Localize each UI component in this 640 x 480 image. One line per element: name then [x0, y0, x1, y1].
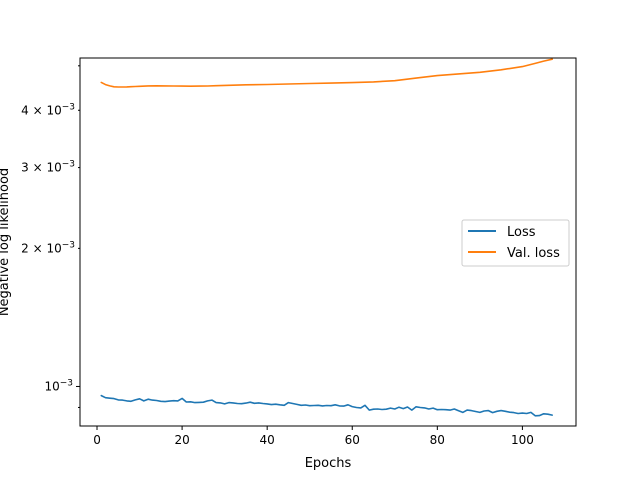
series-line-loss: [100, 394, 554, 417]
y-tick-label: 3 × 10−3: [21, 160, 75, 175]
axes-frame: [79, 57, 577, 427]
y-axis-ticks: 10−3 2 × 10−3 3 × 10−3 4 × 10−3: [21, 65, 80, 408]
x-tick-label: 60: [345, 433, 360, 447]
legend: Loss Val. loss: [461, 219, 570, 267]
x-axis-ticks: 0 20 40 60 80 100: [93, 426, 534, 447]
y-axis-label: Negative log likelihood: [0, 168, 12, 316]
x-axis-label: Epochs: [305, 456, 352, 471]
x-tick-label: 20: [174, 433, 189, 447]
x-tick-label: 100: [511, 433, 534, 447]
legend-label-val-loss: Val. loss: [507, 246, 560, 261]
y-tick-label: 2 × 10−3: [21, 240, 75, 255]
y-tick-label: 10−3: [44, 378, 73, 393]
series-line-val-loss: [100, 58, 554, 88]
plot-lines: [100, 58, 554, 417]
legend-label-loss: Loss: [507, 225, 536, 240]
x-tick-label: 0: [93, 433, 101, 447]
y-tick-label: 4 × 10−3: [21, 102, 75, 117]
x-tick-label: 40: [260, 433, 275, 447]
x-tick-label: 80: [430, 433, 445, 447]
